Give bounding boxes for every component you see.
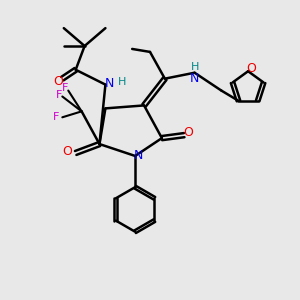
- Text: O: O: [62, 145, 72, 158]
- Text: O: O: [184, 126, 194, 139]
- Text: N: N: [105, 76, 115, 90]
- Text: N: N: [190, 72, 199, 85]
- Text: H: H: [190, 62, 199, 72]
- Text: N: N: [134, 149, 143, 162]
- Text: F: F: [62, 82, 68, 93]
- Text: O: O: [247, 62, 256, 75]
- Text: H: H: [118, 76, 126, 87]
- Text: F: F: [56, 90, 62, 100]
- Text: O: O: [53, 75, 63, 88]
- Text: F: F: [53, 112, 60, 122]
